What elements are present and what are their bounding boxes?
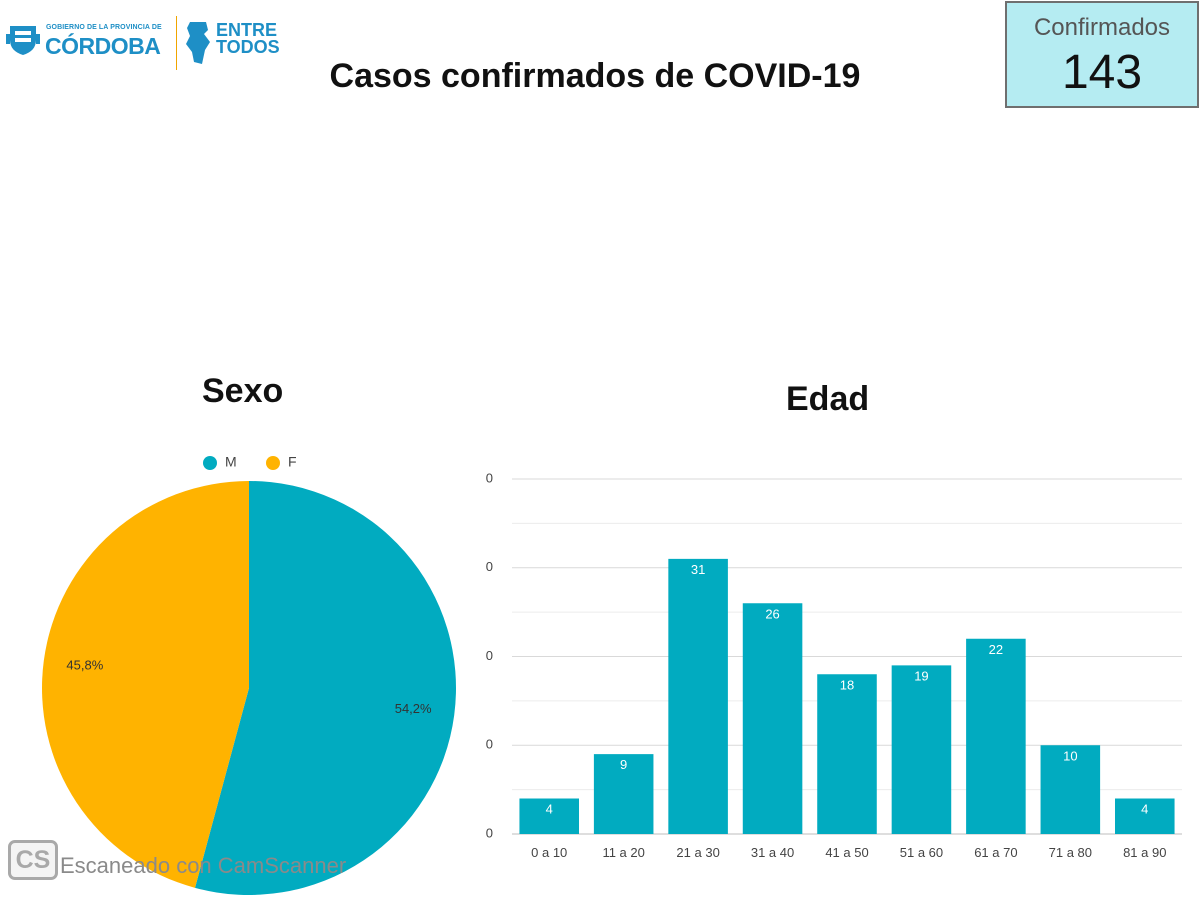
logo-government-line: GOBIERNO DE LA PROVINCIA DE — [46, 24, 162, 31]
confirmed-kpi-card: Confirmados 143 — [1005, 1, 1199, 108]
bar-value-label: 19 — [914, 668, 928, 683]
x-tick-label: 51 a 60 — [900, 845, 943, 860]
x-tick-label: 0 a 10 — [531, 845, 567, 860]
bar-value-label: 26 — [765, 606, 779, 621]
bar-71-a-80 — [1040, 745, 1101, 834]
pie-slice-f — [42, 481, 249, 888]
logo-slogan-line1: ENTRE — [216, 20, 278, 40]
bar-value-label: 22 — [989, 642, 1003, 657]
y-tick-label: 0 — [486, 737, 493, 752]
kpi-value: 143 — [1061, 46, 1143, 99]
province-map-icon — [186, 22, 210, 64]
bar-value-label: 4 — [546, 802, 553, 817]
logo-slogan-line2: TODOS — [216, 37, 280, 57]
x-tick-label: 41 a 50 — [825, 845, 868, 860]
y-tick-label: 0 — [486, 470, 493, 485]
bar-value-label: 18 — [840, 677, 854, 692]
pie-slice-m — [195, 481, 457, 896]
bar-31-a-40 — [742, 603, 803, 834]
bar-21-a-30 — [668, 558, 728, 834]
pie-label-f: 45,8% — [66, 658, 103, 673]
bar-value-label: 10 — [1063, 748, 1077, 763]
bar-chart-title: Edad — [786, 380, 870, 418]
x-tick-label: 81 a 90 — [1123, 845, 1166, 860]
x-tick-label: 21 a 30 — [676, 845, 719, 860]
logo-divider — [176, 16, 177, 70]
kpi-label: Confirmados — [1033, 14, 1171, 41]
bar-51-a-60 — [891, 665, 952, 834]
x-tick-label: 71 a 80 — [1049, 845, 1092, 860]
x-tick-label: 61 a 70 — [974, 845, 1017, 860]
cordoba-government-logo: GOBIERNO DE LA PROVINCIA DE CÓRDOBA ENTR… — [6, 14, 281, 70]
x-tick-label: 11 a 20 — [602, 845, 644, 860]
legend-swatch-f — [266, 456, 280, 470]
page-title: Casos confirmados de COVID-19 — [329, 57, 861, 95]
coat-of-arms-icon — [6, 26, 40, 55]
pie-chart-title: Sexo — [202, 372, 284, 410]
bar-61-a-70 — [966, 638, 1026, 834]
bar-11-a-20 — [593, 754, 654, 834]
legend-label-m: M — [225, 454, 237, 470]
bar-41-a-50 — [817, 674, 877, 834]
bar-value-label: 4 — [1141, 802, 1148, 817]
y-tick-label: 0 — [486, 825, 493, 840]
bar-value-label: 9 — [620, 757, 627, 772]
bar-0-a-10 — [519, 798, 579, 834]
x-tick-label: 31 a 40 — [751, 845, 794, 860]
y-tick-label: 0 — [486, 559, 493, 574]
legend-swatch-m — [203, 456, 217, 470]
y-tick-label: 0 — [486, 648, 493, 663]
logo-province-name: CÓRDOBA — [45, 33, 161, 59]
pie-label-m: 54,2% — [395, 701, 432, 716]
bar-81-a-90 — [1115, 798, 1175, 834]
camscanner-logo-icon: CS — [8, 840, 58, 880]
watermark-text: Escaneado con CamScanner — [60, 853, 347, 878]
bar-value-label: 31 — [691, 562, 705, 577]
legend-label-f: F — [288, 454, 297, 470]
